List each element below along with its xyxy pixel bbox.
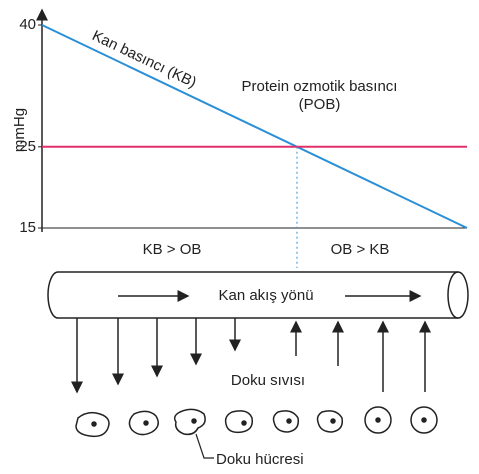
region-label: KB > OB: [143, 241, 202, 258]
region-label: OB > KB: [331, 241, 390, 258]
series-annotation: Protein ozmotik basıncı (POB): [241, 78, 398, 113]
y-tick-label: 25: [19, 138, 36, 155]
series-annotation: Kan basıncı (KB): [89, 27, 199, 91]
cell-label: Doku hücresi: [216, 451, 304, 468]
fluid-label: Doku sıvısı: [231, 372, 305, 389]
line: [41, 24, 468, 229]
pointer-line: [195, 433, 214, 459]
chart: 15 25 40 Kan basıncı (KB): [19, 8, 468, 236]
vessel: [47, 271, 469, 319]
y-tick-label: 15: [19, 219, 36, 236]
flow-label: Kan akış yönü: [218, 287, 313, 304]
cells: [75, 406, 438, 438]
y-axis-label: mmHg: [11, 108, 28, 152]
y-tick-label: 40: [19, 16, 36, 33]
flow-arrows: [71, 290, 431, 394]
